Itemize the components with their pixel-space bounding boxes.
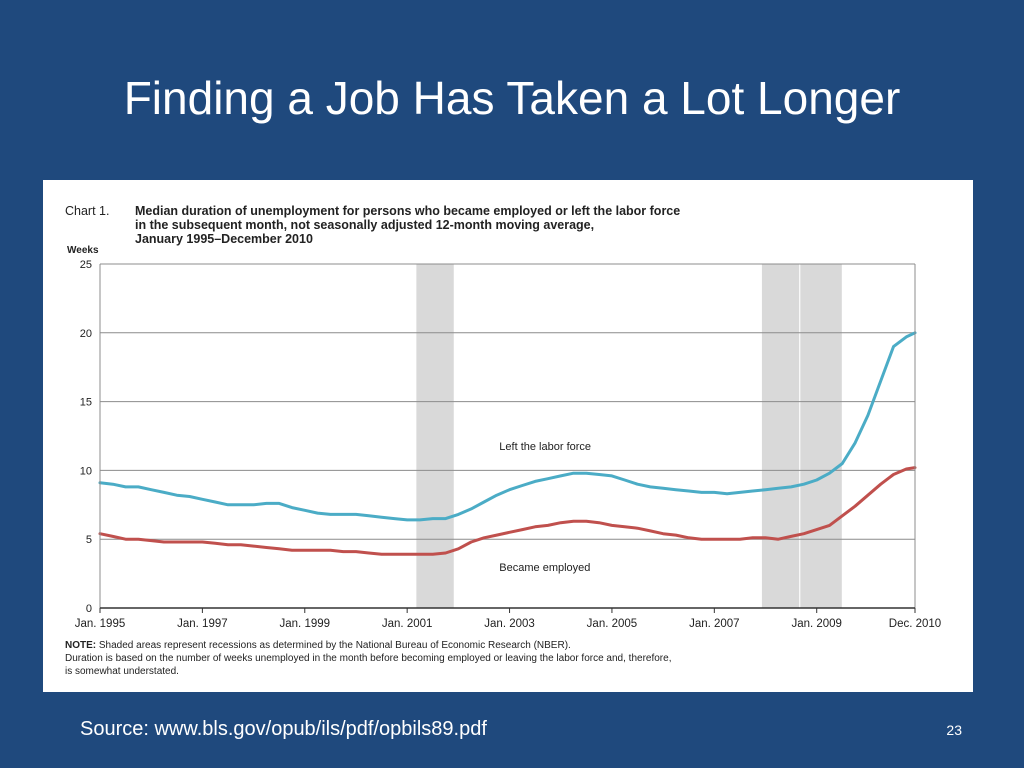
chart-title-line-3: January 1995–December 2010 [135,232,313,246]
note-label: NOTE: [65,640,97,651]
x-tick-label-5: Jan. 2003 [484,618,535,630]
recession-bands [415,263,843,609]
series-lines [98,331,917,556]
chart-label: Chart 1. [65,204,110,218]
y-tick-label-15: 15 [80,397,92,409]
slide-title: Finding a Job Has Taken a Lot Longer [123,72,901,124]
y-tick-label-20: 20 [80,328,92,340]
axes: 0 5 10 15 20 25 Weeks Jan. 1995 Jan. 1997 Jan. 19… [67,245,941,630]
y-tick-label-5: 5 [86,534,92,546]
recession-band-3 [799,263,843,609]
note-line-2: Duration is based on the number of weeks… [65,653,672,664]
y-axis-label: Weeks [67,245,99,256]
x-tick-label-8: Jan. 2009 [791,618,842,630]
chart-title: Chart 1. Median duration of unemployment … [65,204,945,246]
y-tick-label-10: 10 [80,465,92,477]
x-tick-label-1: Jan. 1995 [75,618,126,630]
x-tick-label-2: Jan. 1997 [177,618,228,630]
note-line-3: is somewhat understated. [65,666,179,677]
x-tick-label-4: Jan. 2001 [382,618,433,630]
chart-title-line-1: Median duration of unemployment for pers… [135,204,681,218]
series-line-became-employed [98,466,917,556]
page-number: 23 [946,722,962,738]
x-tick-label-9: Dec. 2010 [889,618,941,630]
note-line-1: Shaded areas represent recessions as det… [98,640,571,651]
gridlines [100,263,915,540]
series-label-became-employed: Became employed [499,562,590,574]
chart-note: NOTE: Shaded areas represent recessions … [65,639,945,678]
chart-title-line-2: in the subsequent month, not seasonally … [135,218,595,232]
x-tick-label-7: Jan. 2007 [689,618,740,630]
recession-band-1 [415,263,455,609]
x-tick-label-6: Jan. 2005 [587,618,638,630]
x-tick-label-3: Jan. 1999 [280,618,331,630]
y-tick-label-25: 25 [80,259,92,271]
source-citation: Source: www.bls.gov/opub/ils/pdf/opbils8… [80,718,487,740]
series-labels: Left the labor force Became employed [499,441,591,574]
series-line-left-the-labor-force [98,331,917,522]
line-chart: 0 5 10 15 20 25 Weeks Jan. 1995 Jan. 1997 Jan. 19… [67,245,941,630]
chart-panel: Chart 1. Median duration of unemployment … [43,180,973,692]
series-label-left-the-labor-force: Left the labor force [499,441,591,453]
y-tick-label-0: 0 [86,603,92,615]
recession-band-2 [760,263,801,609]
